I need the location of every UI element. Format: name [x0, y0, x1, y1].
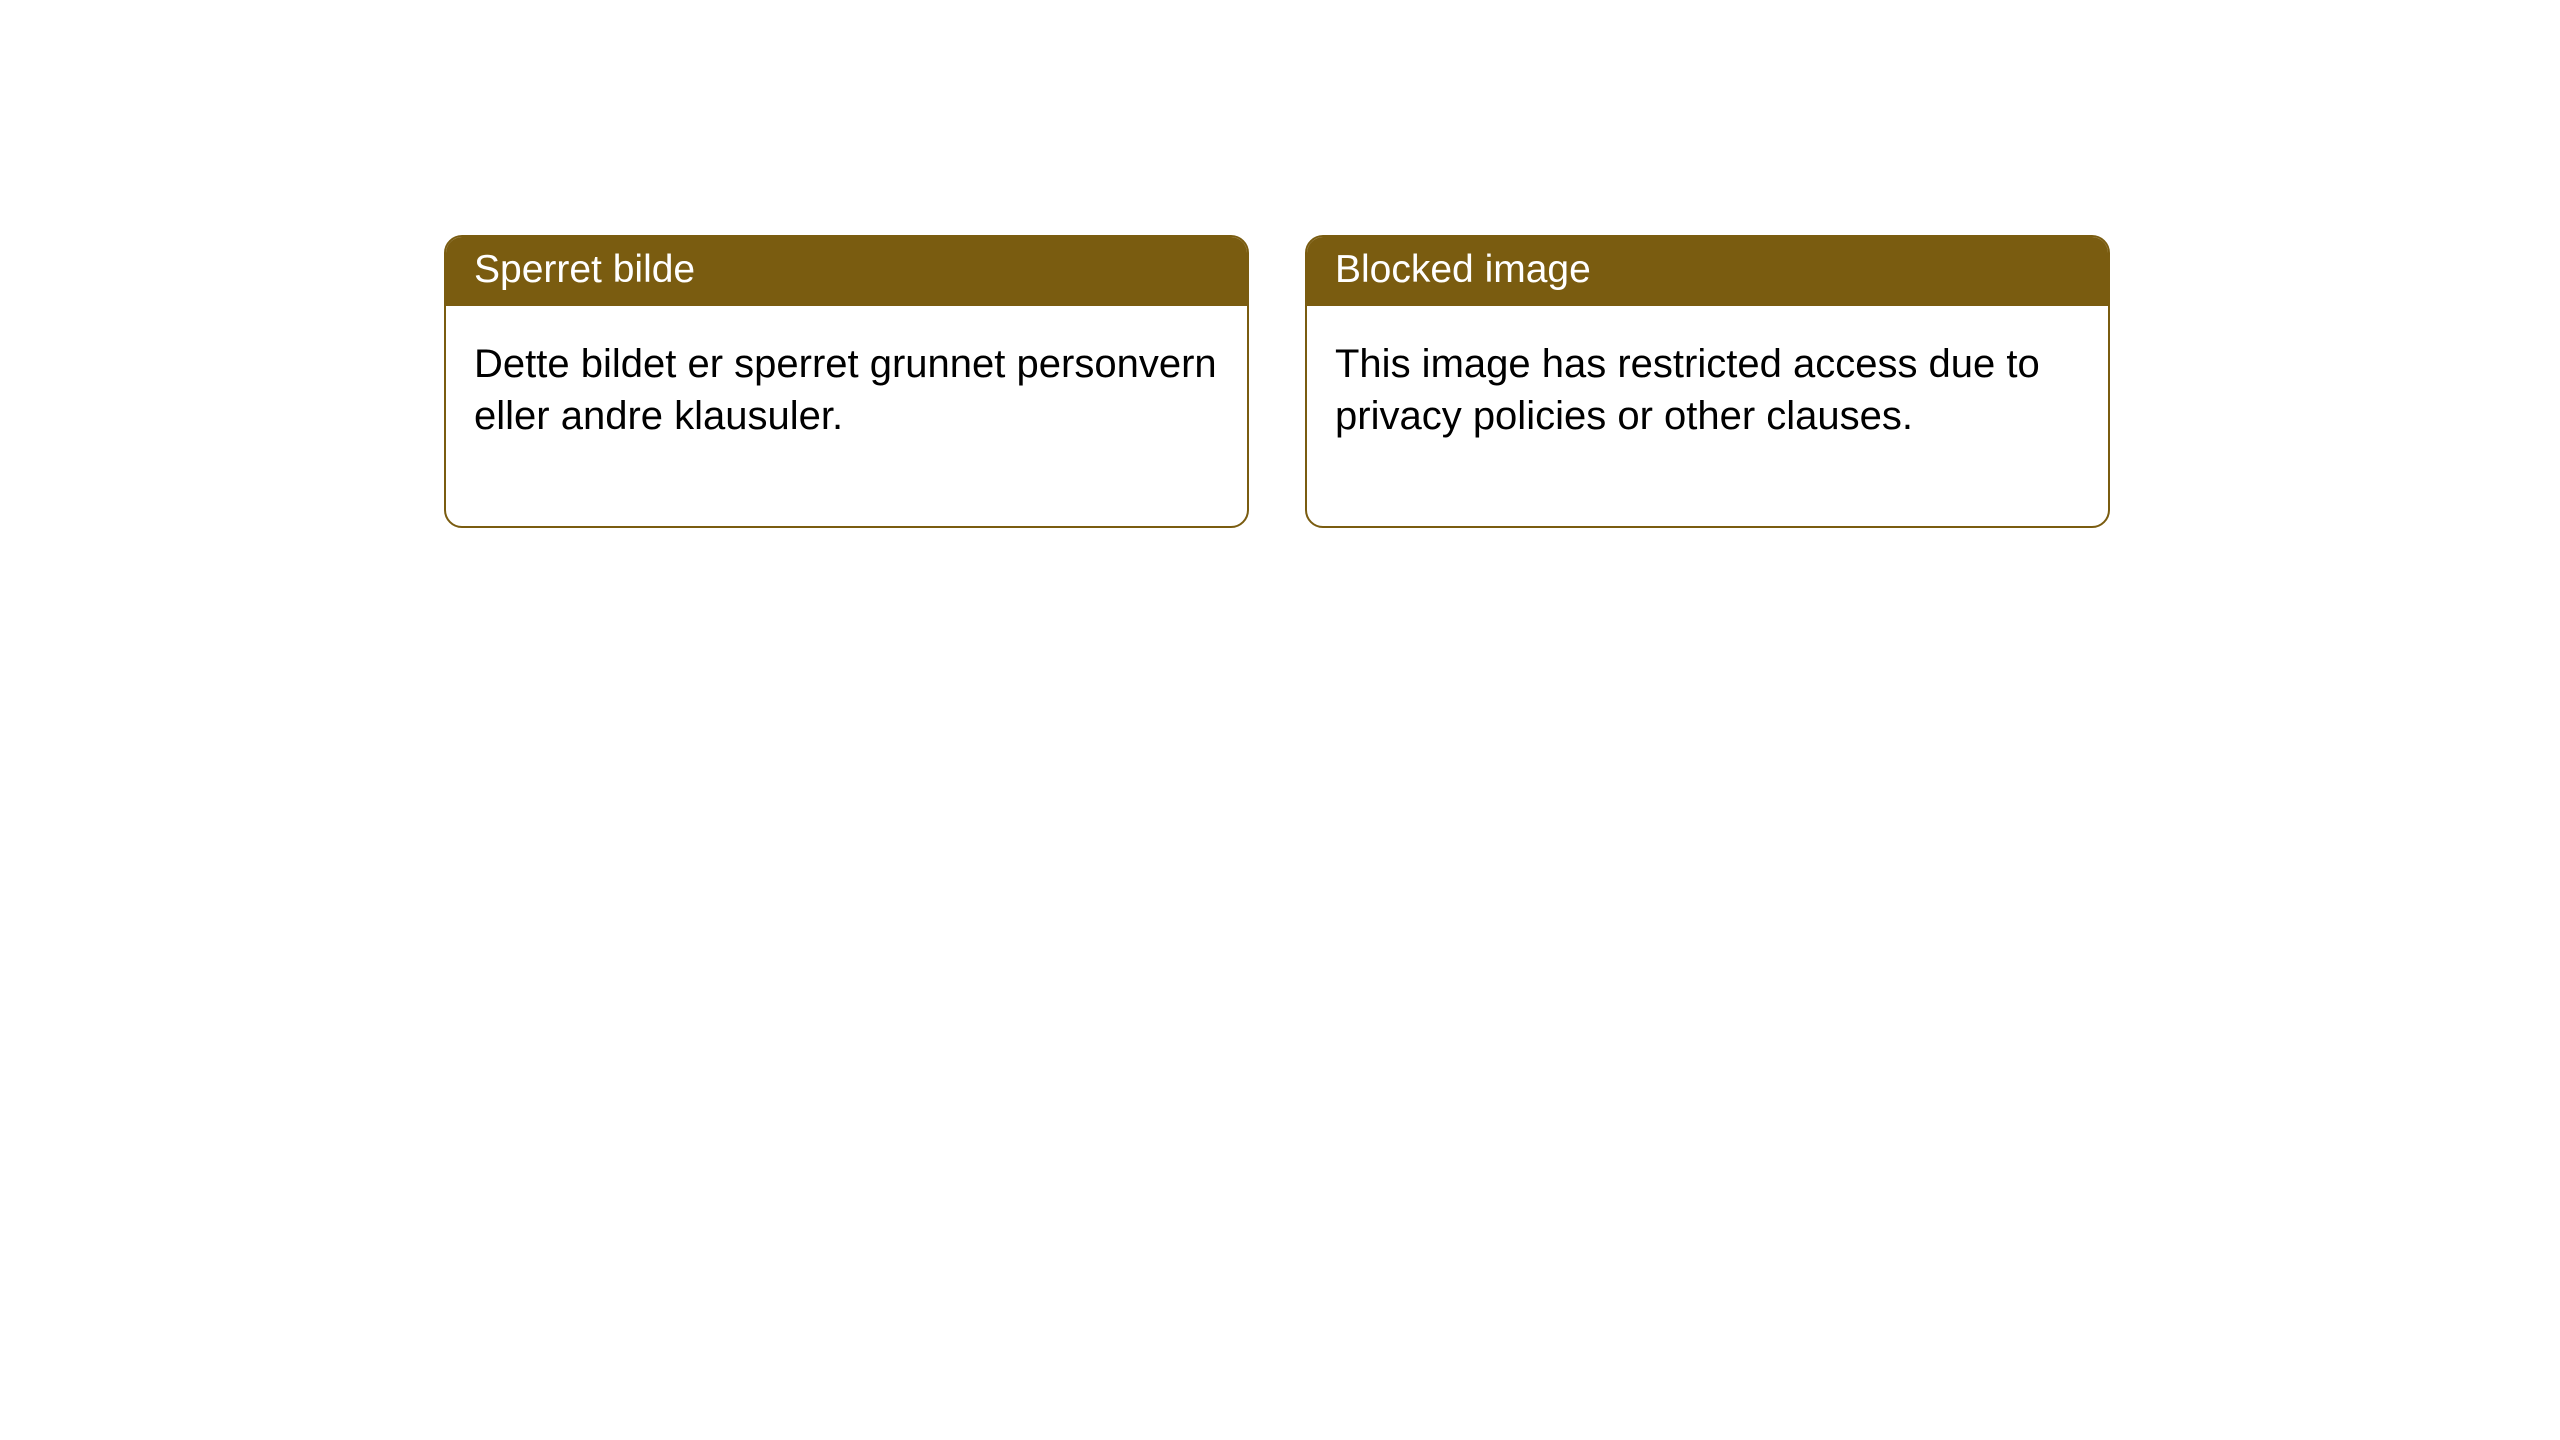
- card-header-norwegian: Sperret bilde: [446, 237, 1247, 306]
- card-body-english: This image has restricted access due to …: [1307, 306, 2108, 526]
- card-header-english: Blocked image: [1307, 237, 2108, 306]
- notice-card-english: Blocked image This image has restricted …: [1305, 235, 2110, 528]
- card-body-norwegian: Dette bildet er sperret grunnet personve…: [446, 306, 1247, 526]
- notice-card-norwegian: Sperret bilde Dette bildet er sperret gr…: [444, 235, 1249, 528]
- notice-cards-container: Sperret bilde Dette bildet er sperret gr…: [444, 235, 2110, 528]
